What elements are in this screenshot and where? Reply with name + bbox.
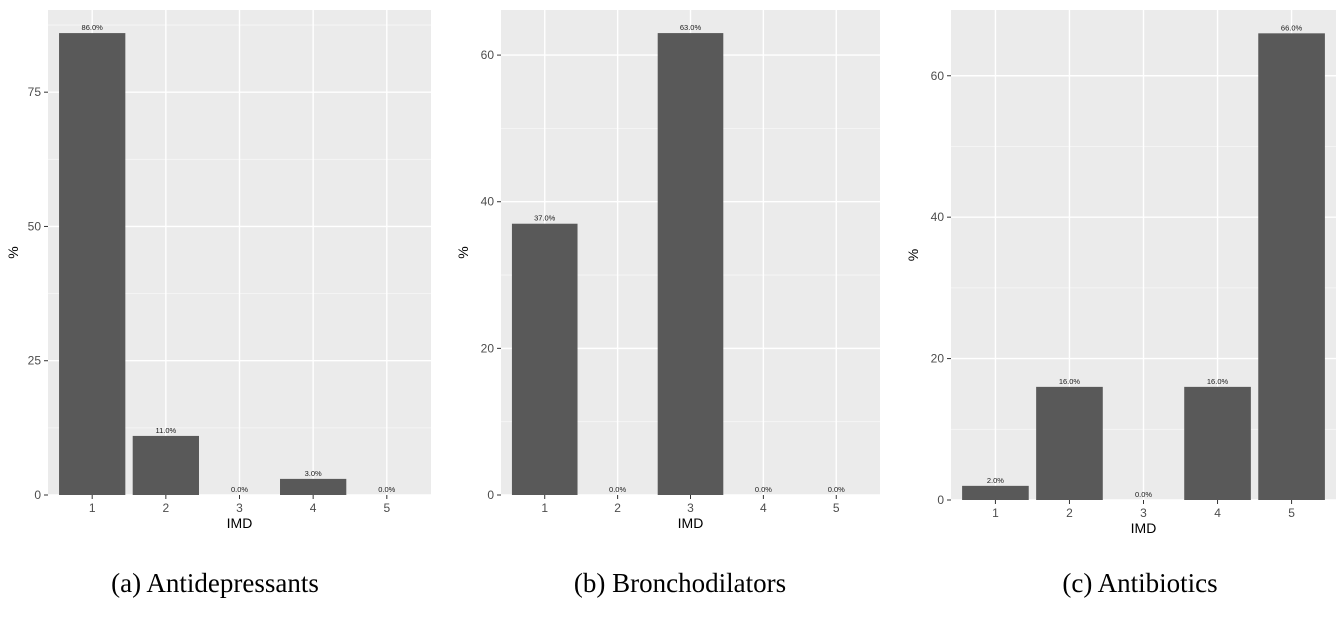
x-tick-label: 4 (760, 501, 767, 515)
antibiotics-chart: 0 20 40 60 2.0% 16.0% 0.0% 16.0% 66.0% 1 2 3 4 5 IMD% (905, 10, 1336, 536)
bar-imd-1 (511, 223, 578, 495)
bar-value-label: 37.0% (534, 214, 556, 223)
bar-value-label: 0.0% (378, 485, 395, 494)
bar-value-label: 16.0% (1059, 377, 1081, 386)
chart-panel-bronchodilators: 0 20 40 60 37.0% 0.0% 63.0% 0.0% 0.0% 1 2 3 4 5 IMD% (450, 0, 890, 565)
x-tick-label: 1 (89, 501, 96, 515)
x-tick-label: 3 (687, 501, 694, 515)
bar-value-label: 0.0% (231, 485, 248, 494)
y-tick-label: 60 (481, 48, 495, 62)
bar-imd-1 (59, 33, 126, 495)
caption-antidepressants: (a) Antidepressants (111, 568, 319, 598)
y-tick-label: 20 (931, 352, 945, 366)
y-tick-label: 0 (487, 488, 494, 502)
y-tick-label: 50 (28, 219, 42, 233)
bar-value-label: 16.0% (1207, 377, 1229, 386)
x-axis-title: IMD (227, 515, 253, 531)
bar-value-label: 66.0% (1281, 23, 1303, 32)
bar-value-label: 0.0% (828, 485, 845, 494)
bronchodilators-chart: 0 20 40 60 37.0% 0.0% 63.0% 0.0% 0.0% 1 2 3 4 5 IMD% (455, 10, 880, 531)
bar-imd-2 (1036, 386, 1103, 500)
bar-value-label: 0.0% (755, 485, 772, 494)
y-tick-label: 40 (931, 210, 945, 224)
bar-imd-4 (280, 478, 347, 495)
bar-value-label: 3.0% (305, 469, 322, 478)
y-tick-label: 0 (937, 493, 944, 507)
x-tick-label: 5 (833, 501, 840, 515)
caption-antibiotics: (c) Antibiotics (1062, 568, 1218, 598)
y-tick-label: 0 (34, 488, 41, 502)
y-tick-label: 20 (481, 341, 495, 355)
bar-value-label: 86.0% (82, 23, 104, 32)
caption-bronchodilators: (b) Bronchodilators (573, 568, 787, 598)
bar-value-label: 0.0% (609, 485, 626, 494)
x-tick-label: 1 (541, 501, 548, 515)
bar-imd-5 (1258, 33, 1325, 500)
bar-imd-1 (962, 485, 1029, 500)
x-tick-label: 2 (163, 501, 170, 515)
x-tick-label: 5 (383, 501, 390, 515)
chart-panel-antibiotics: 0 20 40 60 2.0% 16.0% 0.0% 16.0% 66.0% 1 2 3 4 5 IMD% (900, 0, 1339, 565)
chart-panel-antidepressants: 0 25 50 75 86.0% 11.0% 0.0% 3.0% 0.0% 1 2 3 4 5 IMD% (0, 0, 440, 565)
bar-value-label: 2.0% (987, 476, 1004, 485)
antidepressants-chart: 0 25 50 75 86.0% 11.0% 0.0% 3.0% 0.0% 1 2 3 4 5 IMD% (5, 10, 431, 531)
y-tick-label: 75 (28, 85, 42, 99)
bar-value-label: 0.0% (1135, 490, 1152, 499)
x-tick-label: 2 (1066, 506, 1073, 520)
bar-value-label: 11.0% (155, 426, 176, 435)
bar-imd-3 (657, 33, 724, 495)
bar-imd-2 (132, 435, 199, 495)
y-tick-label: 25 (28, 354, 42, 368)
y-axis-title: % (455, 246, 471, 258)
x-tick-label: 3 (1140, 506, 1147, 520)
x-tick-label: 4 (1214, 506, 1221, 520)
x-tick-label: 1 (992, 506, 999, 520)
y-axis-title: % (905, 249, 921, 261)
x-tick-label: 3 (236, 501, 243, 515)
x-axis-title: IMD (1131, 520, 1157, 536)
x-tick-label: 5 (1288, 506, 1295, 520)
y-tick-label: 60 (931, 69, 945, 83)
y-axis-title: % (5, 246, 21, 258)
bar-imd-4 (1184, 386, 1251, 500)
bar-value-label: 63.0% (680, 23, 702, 32)
x-axis-title: IMD (678, 515, 704, 531)
y-tick-label: 40 (481, 195, 495, 209)
x-tick-label: 2 (614, 501, 621, 515)
x-tick-label: 4 (310, 501, 317, 515)
